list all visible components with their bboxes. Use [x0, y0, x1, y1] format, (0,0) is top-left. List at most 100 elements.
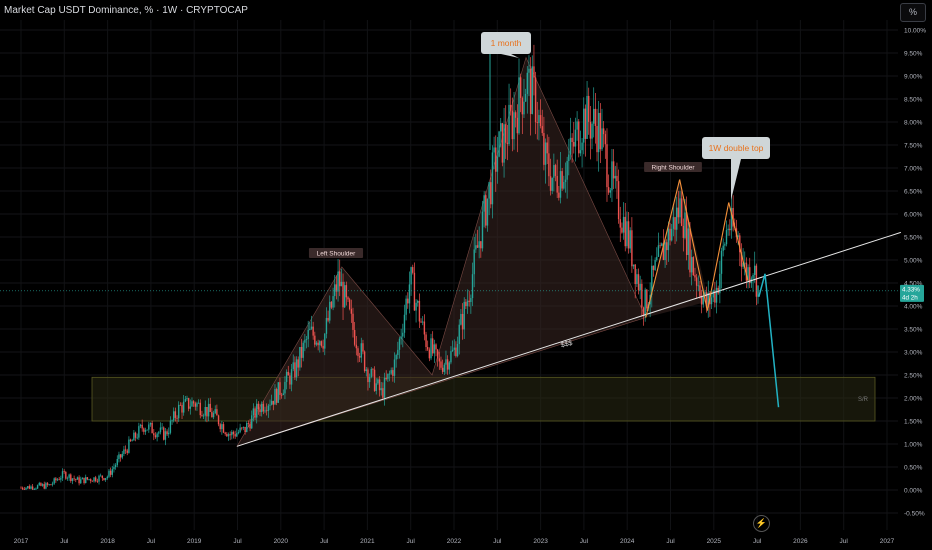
candle: [46, 483, 49, 485]
candle: [134, 432, 137, 438]
candle: [227, 434, 230, 437]
candle: [408, 284, 411, 304]
candle: [347, 297, 349, 300]
candle: [226, 433, 228, 437]
candle: [433, 344, 436, 354]
callout-pointer: [501, 54, 519, 58]
candle: [407, 298, 409, 304]
candle: [654, 260, 656, 270]
candle: [289, 375, 291, 385]
candle: [33, 489, 35, 490]
candle: [265, 410, 268, 412]
candle: [471, 274, 474, 299]
candle: [334, 284, 336, 297]
candle: [488, 182, 490, 199]
candle: [23, 489, 26, 491]
candle: [679, 198, 681, 218]
candle: [705, 292, 708, 308]
candle: [395, 354, 397, 360]
candle: [561, 171, 563, 189]
candle: [274, 389, 276, 405]
candle: [111, 469, 113, 475]
candle: [360, 343, 362, 358]
candle: [340, 281, 343, 287]
price-tag-value: 4.33%: [902, 286, 920, 293]
y-tick-label: 7.00%: [904, 166, 923, 173]
candle: [252, 408, 255, 416]
candle: [256, 403, 258, 418]
sr-zone-label: S/R: [858, 397, 869, 403]
neckline-trendline[interactable]: [236, 231, 902, 447]
candle: [451, 349, 454, 352]
candle: [378, 379, 381, 391]
candle: [244, 426, 246, 433]
candle: [591, 123, 593, 139]
one-month-callout: 1 month: [481, 32, 531, 58]
candle: [501, 123, 504, 163]
candle: [559, 171, 562, 198]
candle: [373, 369, 376, 391]
candle: [538, 115, 540, 124]
candle: [430, 338, 432, 359]
price-tag-bg: [900, 284, 924, 302]
candle: [672, 217, 675, 229]
candle: [536, 122, 538, 124]
candle: [126, 450, 128, 453]
candle: [513, 112, 515, 140]
candle: [119, 454, 122, 458]
candle: [656, 256, 658, 261]
x-tick-label: 2017: [14, 538, 29, 545]
candle: [506, 142, 509, 144]
candle: [207, 403, 210, 417]
y-tick-label: 9.00%: [904, 74, 923, 81]
candle: [164, 431, 167, 440]
candle: [710, 297, 713, 305]
candle: [337, 271, 339, 292]
percent-scale-button[interactable]: %: [900, 3, 926, 22]
candle: [118, 454, 120, 459]
x-tick-label: Jul: [60, 538, 69, 545]
candle: [264, 410, 266, 412]
candle: [588, 95, 590, 122]
candle: [727, 228, 729, 231]
candle: [275, 389, 278, 403]
candle: [393, 359, 396, 376]
candle: [247, 423, 250, 424]
candle: [237, 432, 240, 434]
price-tag[interactable]: 4.33%4d 2h: [900, 284, 924, 302]
candle: [629, 230, 631, 249]
candle: [310, 326, 313, 329]
projection-path[interactable]: [758, 273, 780, 408]
candle: [191, 401, 193, 407]
candle: [344, 285, 346, 308]
candle: [181, 405, 183, 413]
sr-zone[interactable]: [91, 376, 876, 422]
candle: [682, 225, 685, 238]
candle: [290, 369, 293, 385]
candle: [498, 131, 500, 157]
x-tick-label: Jul: [840, 538, 849, 545]
candle: [478, 241, 480, 248]
candle: [524, 93, 527, 102]
y-tick-label: 2.50%: [904, 373, 923, 380]
candle: [234, 434, 236, 437]
candle: [236, 433, 238, 437]
candle: [282, 393, 284, 395]
candle: [154, 435, 157, 438]
candle: [242, 426, 245, 428]
candle: [490, 182, 492, 205]
candle: [204, 406, 206, 416]
flash-icon[interactable]: ⚡: [753, 515, 770, 532]
candle: [138, 426, 140, 438]
y-tick-label: 5.50%: [904, 235, 923, 242]
candle: [523, 101, 525, 115]
candle: [21, 487, 24, 490]
candle: [304, 339, 306, 343]
y-tick-label: 0.50%: [904, 465, 923, 472]
candle: [548, 153, 550, 177]
x-tick-label: 2021: [360, 538, 375, 545]
candle: [295, 359, 298, 378]
candle: [466, 300, 469, 307]
x-tick-label: Jul: [320, 538, 329, 545]
